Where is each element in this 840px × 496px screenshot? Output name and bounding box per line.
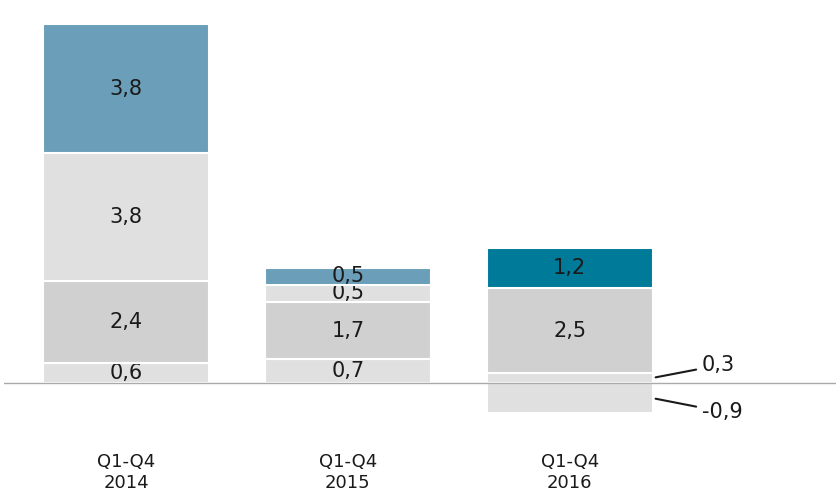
- Bar: [265, 268, 431, 285]
- Bar: [486, 288, 653, 373]
- Bar: [486, 373, 653, 383]
- Bar: [265, 285, 431, 302]
- Text: 1,7: 1,7: [331, 320, 365, 341]
- Bar: [43, 153, 209, 282]
- Text: 3,8: 3,8: [110, 207, 143, 227]
- Text: 3,8: 3,8: [110, 79, 143, 99]
- Text: -0,9: -0,9: [655, 399, 743, 422]
- Text: 0,3: 0,3: [655, 355, 735, 377]
- Text: 0,6: 0,6: [109, 363, 143, 383]
- Bar: [43, 24, 209, 153]
- Text: 0,5: 0,5: [331, 266, 365, 286]
- Bar: [486, 383, 653, 413]
- Text: 0,5: 0,5: [331, 283, 365, 304]
- Bar: [43, 363, 209, 383]
- Text: 2,5: 2,5: [553, 320, 586, 341]
- Bar: [43, 282, 209, 363]
- Text: 1,2: 1,2: [553, 258, 586, 278]
- Bar: [486, 248, 653, 288]
- Text: 2,4: 2,4: [109, 312, 143, 332]
- Bar: [265, 359, 431, 383]
- Bar: [265, 302, 431, 359]
- Text: 0,7: 0,7: [331, 361, 365, 381]
